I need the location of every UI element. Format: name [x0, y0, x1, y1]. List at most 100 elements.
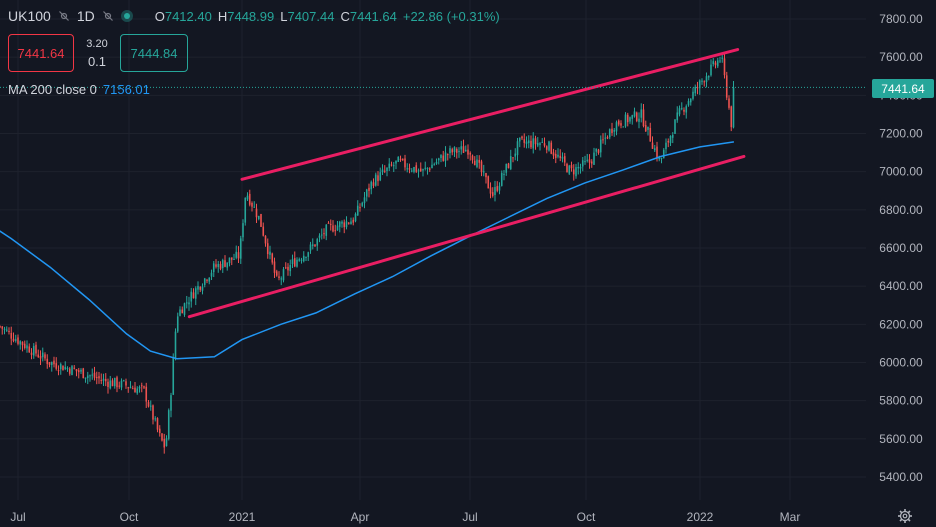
candle-body [381, 169, 384, 173]
candle-body [48, 362, 51, 365]
candle-body [320, 234, 323, 236]
eye-off-icon[interactable] [57, 9, 71, 23]
candle-body [323, 233, 325, 235]
candle-body [118, 385, 121, 387]
y-tick-label: 6200.00 [879, 317, 923, 331]
candle-body [44, 354, 46, 359]
candle-body [653, 148, 656, 151]
candle-body [165, 438, 168, 447]
candle-body [39, 356, 42, 359]
candle-body [617, 120, 620, 125]
price-axis[interactable]: 5400.00 5600.00 5800.00 6000.00 6200.00 6400.… [866, 0, 936, 527]
time-axis[interactable]: Jul Oct 2021 Apr Jul Oct 2022 Mar [10, 510, 800, 524]
candle-body [728, 98, 730, 108]
candle-body [206, 279, 208, 281]
candle-body [561, 157, 564, 159]
candle-body [316, 239, 319, 246]
candle-body [395, 160, 397, 164]
candle-body [55, 363, 58, 369]
candle-body [239, 238, 242, 259]
candle-body [147, 402, 150, 407]
interval-label[interactable]: 1D [76, 8, 95, 24]
candle-body [100, 379, 103, 381]
candle-body [683, 109, 685, 112]
candle-body [102, 378, 105, 381]
y-tick-label: 5400.00 [879, 470, 923, 484]
candle-body [471, 155, 474, 161]
candle-body [527, 140, 530, 144]
candle-body [266, 243, 269, 255]
y-tick-label: 7200.00 [879, 127, 923, 141]
candle-body [50, 362, 53, 366]
candle-body [271, 253, 274, 263]
buy-button[interactable]: 7444.84 [120, 34, 188, 72]
candle-body [604, 137, 607, 139]
candle-body [302, 255, 305, 262]
candle-body [62, 365, 64, 371]
candle-body [446, 154, 449, 156]
candle-body [152, 405, 154, 420]
settings-gear-icon[interactable] [896, 507, 914, 525]
candle-body [1, 326, 4, 329]
y-tick-label: 6000.00 [879, 356, 923, 370]
candle-body [572, 169, 575, 175]
candle-body [413, 166, 415, 172]
close-value: 7441.64 [349, 8, 397, 24]
candle-body [235, 251, 238, 258]
candle-body [649, 127, 652, 142]
candle-body [354, 213, 357, 222]
y-tick-label: 7600.00 [879, 50, 923, 64]
candle-body [156, 418, 159, 430]
candle-body [732, 87, 735, 128]
candle-body [419, 168, 422, 172]
candle-body [503, 173, 505, 175]
open-label: O [154, 8, 165, 24]
candle-body [336, 225, 339, 231]
candle-body [338, 221, 341, 227]
candle-body [496, 186, 499, 191]
candle-body [536, 143, 539, 146]
candle-body [359, 207, 361, 209]
x-tick-label: Jul [10, 510, 25, 524]
open-value: 7412.40 [164, 8, 212, 24]
candle-body [35, 344, 37, 354]
candle-body [215, 264, 217, 267]
candle-body [498, 185, 501, 191]
candle-body [282, 269, 285, 281]
candle-body [464, 149, 467, 152]
candle-body [161, 433, 163, 441]
candle-body [280, 278, 283, 280]
trend-channel[interactable] [187, 48, 746, 319]
candle-body [629, 117, 631, 122]
candle-body [350, 221, 352, 225]
candle-body [557, 154, 559, 157]
candle-body [462, 146, 465, 153]
candle-body [75, 369, 78, 372]
candle-body [721, 57, 724, 59]
candle-body [32, 346, 35, 356]
x-tick-label: Oct [120, 510, 139, 524]
candle-body [345, 221, 348, 228]
candle-body [545, 146, 548, 150]
spread-value: 3.20 [86, 37, 108, 50]
candle-body [523, 139, 526, 143]
candle-body [226, 262, 229, 268]
candle-body [361, 202, 364, 206]
candle-body [473, 160, 476, 166]
candle-body [559, 155, 562, 158]
eye-off-icon[interactable] [101, 9, 115, 23]
y-tick-label: 6400.00 [879, 279, 923, 293]
candle-body [597, 149, 600, 153]
candle-body [635, 112, 638, 122]
candle-body [712, 61, 715, 65]
sell-button[interactable]: 7441.64 [8, 34, 74, 72]
candle-body [458, 150, 460, 152]
symbol-name[interactable]: UK100 [8, 8, 51, 24]
candle-body [309, 244, 312, 251]
candle-body [163, 438, 166, 448]
quantity-input[interactable]: 0.1 [87, 53, 107, 69]
candle-body [5, 329, 8, 331]
indicator-legend[interactable]: MA 200 close 0 7156.01 [8, 82, 150, 97]
candle-body [107, 381, 109, 388]
